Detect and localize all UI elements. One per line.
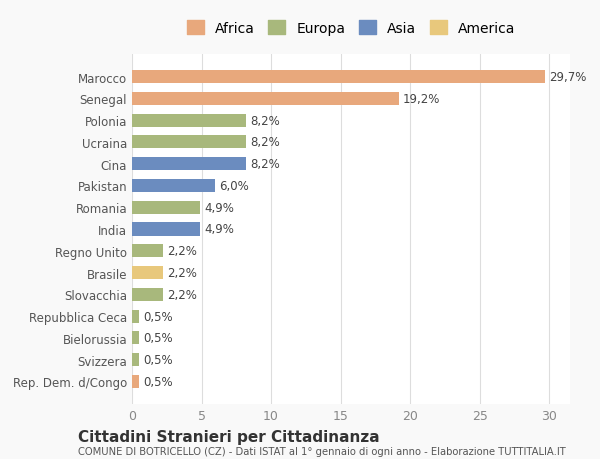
Bar	[132, 93, 399, 106]
Bar	[132, 353, 139, 366]
Text: 6,0%: 6,0%	[220, 179, 250, 192]
Text: 2,2%: 2,2%	[167, 267, 197, 280]
Text: 8,2%: 8,2%	[250, 114, 280, 128]
Bar	[132, 331, 139, 345]
Bar	[132, 179, 215, 193]
Text: 2,2%: 2,2%	[167, 288, 197, 301]
Bar	[132, 375, 139, 388]
Text: 19,2%: 19,2%	[403, 93, 440, 106]
Bar	[132, 71, 545, 84]
Text: 2,2%: 2,2%	[167, 245, 197, 257]
Bar	[132, 136, 246, 149]
Bar	[132, 288, 163, 301]
Bar	[132, 310, 139, 323]
Bar	[132, 245, 163, 258]
Text: 8,2%: 8,2%	[250, 158, 280, 171]
Text: 0,5%: 0,5%	[143, 353, 173, 366]
Text: 4,9%: 4,9%	[205, 202, 234, 214]
Text: 0,5%: 0,5%	[143, 331, 173, 345]
Text: 8,2%: 8,2%	[250, 136, 280, 149]
Text: COMUNE DI BOTRICELLO (CZ) - Dati ISTAT al 1° gennaio di ogni anno - Elaborazione: COMUNE DI BOTRICELLO (CZ) - Dati ISTAT a…	[78, 447, 566, 456]
Text: 29,7%: 29,7%	[549, 71, 587, 84]
Bar	[132, 223, 200, 236]
Text: 4,9%: 4,9%	[205, 223, 234, 236]
Legend: Africa, Europa, Asia, America: Africa, Europa, Asia, America	[183, 17, 519, 40]
Bar	[132, 114, 246, 128]
Text: Cittadini Stranieri per Cittadinanza: Cittadini Stranieri per Cittadinanza	[78, 429, 380, 444]
Bar	[132, 266, 163, 280]
Bar	[132, 201, 200, 214]
Bar	[132, 158, 246, 171]
Text: 0,5%: 0,5%	[143, 375, 173, 388]
Text: 0,5%: 0,5%	[143, 310, 173, 323]
